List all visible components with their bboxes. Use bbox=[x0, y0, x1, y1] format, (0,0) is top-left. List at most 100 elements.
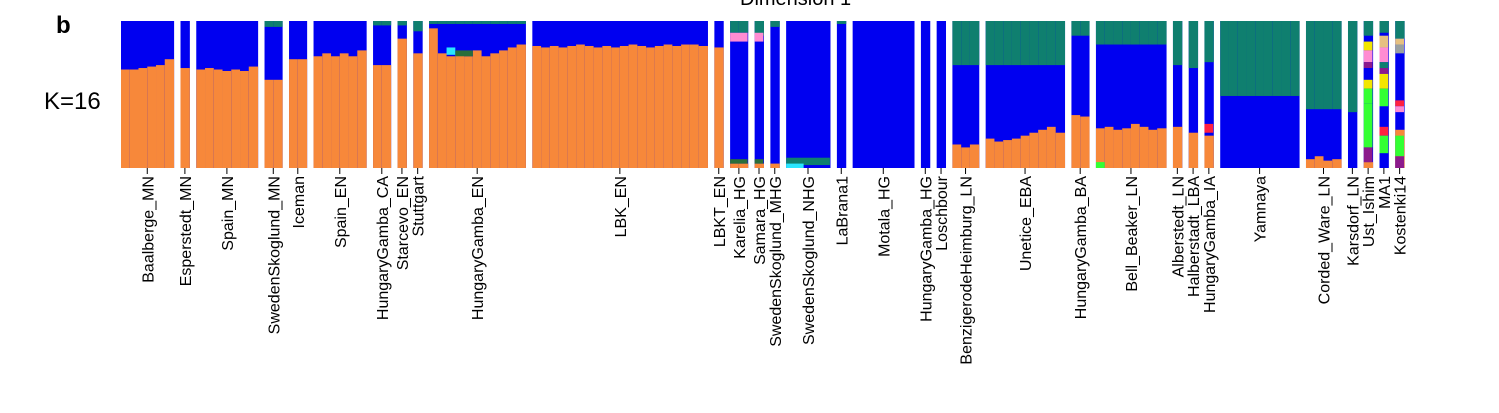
bar-segment-mix bbox=[1379, 153, 1389, 168]
bar-segment-orange bbox=[507, 47, 518, 168]
population-label: Baalberge_MN bbox=[140, 176, 157, 283]
bar-segment-orange bbox=[567, 45, 577, 168]
bar-segment-orange bbox=[164, 59, 175, 168]
population-label: Karsdorf_LN bbox=[1345, 176, 1362, 266]
bar-segment-teal bbox=[1323, 21, 1333, 110]
bar-segment-teal bbox=[1139, 21, 1150, 45]
bar-segment-mix bbox=[1379, 62, 1389, 69]
bar-segment-teal bbox=[455, 21, 465, 24]
bar-segment-blue bbox=[1148, 21, 1158, 168]
bar-segment-orange bbox=[464, 56, 474, 168]
bar-segment-orange bbox=[1363, 162, 1374, 168]
bar-segment-teal bbox=[1130, 21, 1141, 45]
bar-segment-orange bbox=[1139, 126, 1150, 168]
bar-segment-orange bbox=[213, 69, 224, 168]
bar-segment-orange bbox=[313, 56, 323, 168]
bar-segment-teal bbox=[1290, 21, 1300, 96]
population-label: Esperstedt_MN bbox=[178, 176, 195, 286]
bar-segment-blue bbox=[1139, 21, 1150, 168]
population-label: Halberstadt_LBA bbox=[1186, 176, 1203, 297]
bar-segment-mix bbox=[1395, 156, 1404, 168]
bar-segment-orange bbox=[437, 53, 448, 169]
bar-segment-teal bbox=[1172, 21, 1183, 66]
bar-segment-orange bbox=[611, 47, 621, 168]
bar-segment-orange bbox=[1011, 138, 1022, 168]
population-label: Bell_Beaker_LN bbox=[1124, 176, 1141, 292]
bar-segment-orange bbox=[446, 56, 456, 168]
bar-segment-teal bbox=[1305, 21, 1316, 110]
bar-segment-mix bbox=[1363, 68, 1373, 80]
bar-segment-pink bbox=[754, 32, 764, 42]
bar-segment-teal bbox=[1055, 21, 1066, 66]
bar-segment-mix bbox=[1379, 126, 1389, 136]
bar-segment-teal bbox=[1157, 21, 1167, 45]
bar-segment-mix bbox=[1395, 135, 1404, 157]
bar-segment-blue bbox=[1157, 21, 1167, 168]
bar-segment-orange bbox=[1080, 116, 1090, 168]
bar-segment-orange bbox=[481, 56, 491, 168]
population-label: MA1 bbox=[1377, 176, 1394, 209]
bar-segment-orange bbox=[1305, 159, 1316, 168]
k-label: K=16 bbox=[44, 88, 101, 115]
bar-segment-teal bbox=[1363, 21, 1374, 36]
bar-segment-orange bbox=[1071, 115, 1081, 168]
bar-segment-orange bbox=[222, 70, 232, 168]
bar-segment-orange bbox=[490, 53, 500, 169]
bar-segment-blue bbox=[1113, 21, 1123, 168]
population-label: HungaryGamba_HG bbox=[918, 176, 935, 322]
bar-segment-orange bbox=[1148, 129, 1158, 168]
bar-segment-blue bbox=[1130, 21, 1141, 168]
bar-segment-teal bbox=[985, 21, 996, 66]
bar-segment-blue bbox=[852, 21, 862, 168]
bar-segment-orange bbox=[348, 56, 358, 168]
bar-segment-blue bbox=[1395, 21, 1405, 168]
bar-segment-orange bbox=[714, 47, 724, 168]
bar-segment-teal bbox=[1281, 21, 1291, 96]
bar-segment-teal bbox=[1038, 21, 1048, 66]
bar-segment-blue bbox=[1188, 21, 1199, 168]
population-label: Kostenki14 bbox=[1393, 176, 1410, 255]
bar-segment-teal bbox=[397, 21, 407, 26]
bar-segment-teal bbox=[1011, 21, 1022, 66]
bar-segment-orange bbox=[231, 69, 241, 168]
bar-segment-mix bbox=[1379, 88, 1389, 107]
bar-segment-blue bbox=[878, 21, 889, 168]
population-label: Spain_EN bbox=[333, 176, 350, 248]
bar-segment-blue bbox=[821, 21, 831, 168]
bar-segment-teal bbox=[481, 21, 491, 24]
bar-segment-orange bbox=[541, 47, 551, 168]
bar-segment-orange bbox=[654, 45, 665, 168]
bar-segment-teal bbox=[738, 21, 749, 33]
bar-segment-teal bbox=[464, 21, 474, 24]
bar-segment-lime bbox=[1095, 162, 1105, 168]
bar-segment-mix bbox=[1379, 135, 1389, 154]
bar-segment-orange bbox=[532, 45, 542, 168]
bar-segment-teal bbox=[413, 21, 423, 32]
bar-segment-blue bbox=[730, 21, 740, 168]
bar-segment-orange bbox=[663, 44, 673, 168]
population-label: Starcevo_EN bbox=[395, 176, 412, 270]
bar-segment-teal bbox=[507, 21, 518, 24]
bar-segment-teal bbox=[1029, 21, 1039, 66]
bar-segment-orange bbox=[1332, 159, 1342, 168]
bar-segment-mix bbox=[1379, 35, 1389, 48]
bar-segment-blue bbox=[1038, 21, 1048, 168]
bar-segment-mix bbox=[1363, 62, 1373, 69]
bar-segment-teal bbox=[490, 21, 500, 24]
bar-segment-orange bbox=[961, 147, 971, 168]
bar-segment-blue bbox=[803, 21, 813, 168]
bar-segment-teal bbox=[1237, 21, 1248, 96]
bar-segment-cyan bbox=[786, 163, 804, 168]
bar-segment-teal bbox=[429, 21, 439, 24]
bar-segment-blue bbox=[936, 21, 947, 168]
population-label: LaBrana1 bbox=[834, 176, 851, 245]
bar-segment-blue bbox=[1122, 21, 1132, 168]
bar-segment-blue bbox=[952, 21, 962, 168]
bar-segment-teal bbox=[961, 21, 971, 66]
bar-segment-blue bbox=[920, 21, 931, 168]
bar-segment-teal bbox=[1080, 21, 1090, 36]
bar-segment-orange bbox=[637, 45, 647, 168]
population-label: Spain_MN bbox=[220, 176, 237, 251]
bar-segment-orange bbox=[1188, 132, 1199, 168]
bar-segment-orange bbox=[593, 47, 603, 168]
